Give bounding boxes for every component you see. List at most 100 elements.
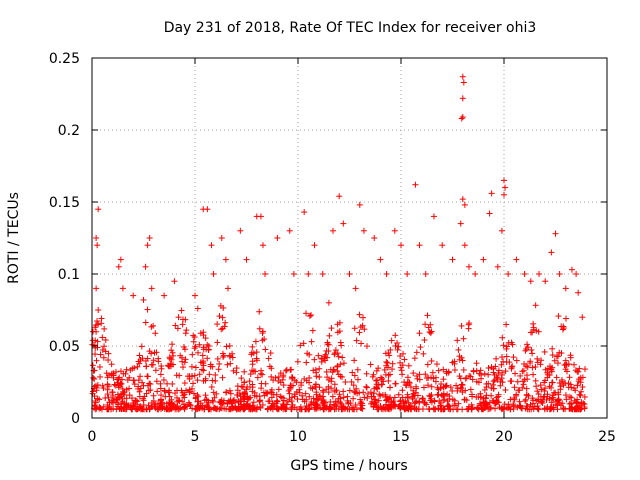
data-point-background: [170, 361, 177, 368]
data-point-background: [566, 374, 573, 381]
data-point-background: [351, 372, 358, 379]
data-point-background: [340, 394, 347, 401]
data-point-background: [574, 396, 581, 403]
x-tick-label: 0: [88, 429, 97, 445]
data-point-background: [153, 378, 160, 385]
data-point-background: [426, 406, 433, 413]
data-point-background: [581, 404, 588, 411]
data-point-background: [214, 339, 221, 346]
data-point-background: [567, 354, 574, 361]
data-point-background: [487, 404, 494, 411]
data-point-background: [523, 385, 530, 392]
data-point-background: [190, 390, 197, 397]
data-point-background: [288, 382, 295, 389]
data-point-background: [490, 378, 497, 385]
data-point-background: [391, 394, 398, 401]
data-point-background: [443, 382, 450, 389]
data-point-background: [543, 396, 550, 403]
data-point: [458, 115, 465, 122]
data-point-background: [262, 380, 269, 387]
data-point-background: [150, 392, 157, 399]
data-point-background: [456, 373, 463, 380]
data-point-background: [166, 355, 173, 362]
data-point-background: [348, 378, 355, 385]
data-point-background: [226, 342, 233, 349]
data-point-background: [511, 395, 518, 402]
data-point-background: [152, 405, 159, 412]
data-point-background: [363, 383, 370, 390]
data-point-background: [449, 387, 456, 394]
data-point-background: [144, 306, 151, 313]
data-point-background: [451, 366, 458, 373]
data-point: [119, 285, 126, 292]
data-point-background: [220, 397, 227, 404]
data-point-background: [364, 343, 371, 350]
data-point: [498, 227, 505, 234]
data-point-background: [138, 406, 145, 413]
data-point: [552, 230, 559, 237]
data-point-background: [90, 367, 97, 374]
data-point-background: [134, 363, 141, 370]
data-point: [568, 266, 575, 273]
data-point: [286, 227, 293, 234]
data-point-background: [214, 355, 221, 362]
data-point: [465, 263, 472, 270]
data-point-background: [460, 335, 467, 342]
data-point-background: [530, 320, 537, 327]
data-point-background: [331, 406, 338, 413]
data-point-background: [535, 328, 542, 335]
data-point: [146, 235, 153, 241]
data-point-background: [214, 321, 221, 328]
data-point: [536, 271, 543, 277]
data-point-background: [264, 405, 271, 412]
data-point-background: [571, 405, 578, 412]
data-point-background: [426, 329, 433, 336]
data-point-background: [501, 406, 508, 413]
data-point-background: [395, 343, 402, 350]
data-point-background: [532, 377, 539, 384]
data-point-background: [421, 337, 428, 344]
data-point-background: [220, 352, 227, 359]
data-point-background: [381, 366, 388, 373]
data-point-background: [465, 321, 472, 328]
data-point-background: [446, 395, 453, 402]
data-point-background: [195, 349, 202, 356]
data-point-background: [139, 379, 146, 386]
data-point-background: [410, 387, 417, 394]
data-point-background: [332, 398, 339, 405]
data-point-background: [502, 368, 509, 375]
data-point-background: [560, 382, 567, 389]
data-point-background: [544, 371, 551, 378]
y-tick-label: 0.25: [49, 51, 80, 67]
data-point-background: [581, 366, 588, 373]
data-point-background: [554, 360, 561, 367]
data-point-background: [441, 406, 448, 413]
data-point-background: [267, 350, 274, 357]
data-point-background: [135, 383, 142, 390]
data-point: [416, 242, 423, 249]
data-point-background: [358, 399, 365, 406]
data-point-background: [521, 360, 528, 367]
data-point-background: [444, 403, 451, 410]
data-point: [505, 271, 512, 277]
data-point-background: [224, 400, 231, 407]
data-point-background: [429, 369, 436, 376]
data-point-background: [387, 346, 394, 353]
data-point-background: [252, 338, 259, 345]
data-point-background: [338, 342, 345, 349]
x-axis-label: GPS time / hours: [290, 458, 407, 474]
data-point-background: [327, 366, 334, 373]
data-point-background: [503, 321, 510, 328]
data-point-background: [309, 327, 316, 334]
data-point-background: [317, 405, 324, 412]
grid-layer: [92, 58, 607, 418]
data-point-background: [382, 391, 389, 398]
data-point-background: [241, 390, 248, 397]
data-point-background: [225, 398, 232, 405]
data-point-background: [148, 399, 155, 406]
data-point-background: [92, 322, 99, 329]
data-point-background: [558, 350, 565, 357]
data-point-background: [467, 386, 474, 393]
data-point-background: [491, 371, 498, 378]
data-point-background: [333, 387, 340, 394]
